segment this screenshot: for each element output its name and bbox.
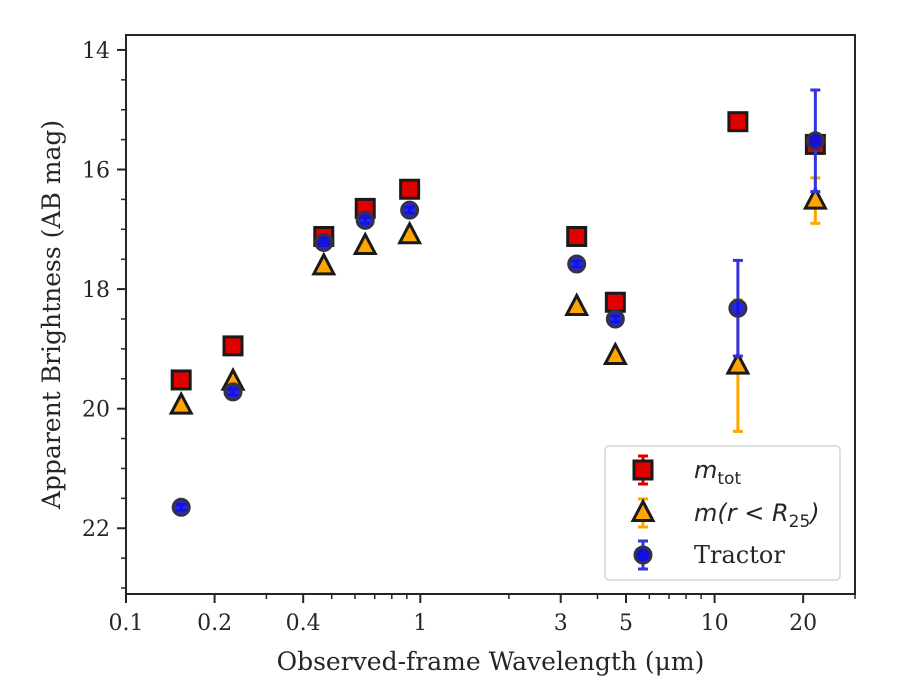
data-point	[564, 292, 590, 317]
data-point	[352, 231, 378, 256]
legend: mtot m(r < R25) Tractor	[604, 445, 841, 581]
y-axis: 14 16 18 20 22	[82, 39, 126, 589]
y-axis-label: Apparent Brightness (AB mag)	[37, 120, 66, 510]
legend-entry: Tractor	[633, 539, 785, 571]
data-point	[725, 350, 751, 375]
data-point	[222, 335, 244, 357]
x-tick-label: 20	[789, 611, 817, 636]
y-tick-label: 16	[82, 159, 110, 184]
legend-entry: m(r < R25)	[630, 497, 820, 532]
data-point	[355, 210, 375, 230]
series-square	[170, 111, 826, 391]
data-point	[566, 225, 588, 247]
data-point	[602, 341, 628, 366]
x-axis: 0.1 0.2 0.4 1 3 5 10 20	[109, 594, 856, 636]
x-tick-label: 10	[701, 611, 729, 636]
data-point	[805, 131, 825, 151]
data-point	[399, 178, 421, 200]
y-tick-label: 14	[82, 39, 110, 64]
x-tick-label: 1	[413, 611, 427, 636]
plot-marks	[168, 88, 828, 517]
legend-entries: mtot m(r < R25) Tractor	[630, 454, 820, 571]
data-point	[170, 369, 192, 391]
y-tick-label: 20	[82, 398, 110, 423]
data-point	[727, 111, 749, 133]
series-circle	[171, 88, 825, 517]
x-tick-label: 5	[619, 611, 633, 636]
data-point	[604, 291, 626, 313]
data-point	[314, 232, 334, 252]
data-point	[171, 497, 191, 517]
x-tick-label: 0.1	[109, 611, 144, 636]
data-point	[311, 251, 337, 276]
data-point	[397, 220, 423, 245]
legend-marker	[633, 545, 653, 565]
y-tick-label: 18	[82, 278, 110, 303]
legend-marker	[630, 498, 656, 522]
data-point	[400, 200, 420, 220]
data-point	[567, 254, 587, 274]
legend-label: mtot	[694, 456, 741, 489]
x-axis-label: Observed-frame Wavelength (μm)	[277, 647, 705, 676]
data-point	[168, 390, 194, 415]
x-tick-label: 0.4	[286, 611, 321, 636]
data-point	[802, 185, 828, 210]
plot-frame	[125, 34, 856, 595]
legend-label: m(r < R25)	[694, 499, 820, 532]
legend-marker	[632, 459, 654, 481]
data-point	[728, 298, 748, 318]
data-point	[223, 382, 243, 402]
legend-box	[604, 445, 841, 581]
series-triangle	[168, 176, 828, 433]
x-tick-label: 0.2	[197, 611, 232, 636]
legend-label: Tractor	[694, 541, 785, 569]
data-point	[605, 309, 625, 329]
y-tick-label: 22	[82, 517, 110, 542]
legend-entry: mtot	[632, 454, 741, 489]
x-tick-label: 3	[554, 611, 568, 636]
